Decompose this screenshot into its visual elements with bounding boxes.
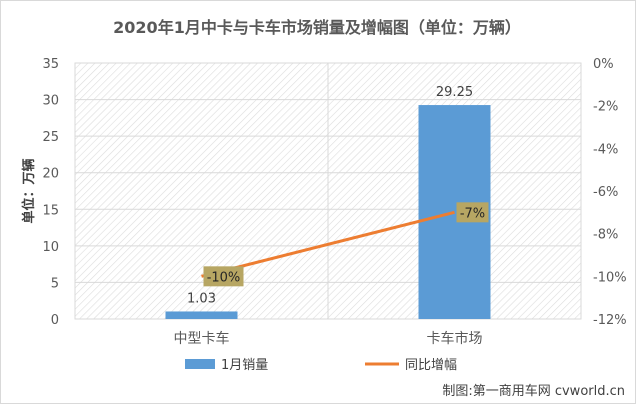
y2-tick-label: -10% bbox=[593, 270, 627, 285]
y-tick-label: 0 bbox=[51, 313, 59, 328]
legend-line-label: 同比增幅 bbox=[405, 358, 457, 373]
gridlines bbox=[75, 62, 581, 320]
y-tick-label: 10 bbox=[42, 240, 59, 255]
y-tick-label: 25 bbox=[42, 130, 59, 145]
y-tick-label: 20 bbox=[42, 167, 59, 182]
y-axis-left: 0 5 10 15 20 25 30 35 bbox=[42, 57, 59, 328]
x-category-label: 卡车市场 bbox=[427, 330, 483, 347]
growth-label-box bbox=[203, 266, 244, 287]
bar bbox=[165, 311, 238, 319]
footer-credit: 制图:第一商用车网 cvworld.cn bbox=[442, 383, 625, 399]
bar-value-label: 29.25 bbox=[436, 85, 473, 100]
legend: 1月销量 同比增幅 bbox=[185, 358, 457, 373]
y2-tick-label: 0% bbox=[593, 57, 614, 72]
bar-value-label: 1.03 bbox=[187, 291, 216, 306]
x-category-label: 中型卡车 bbox=[174, 330, 230, 347]
y2-tick-label: -4% bbox=[593, 142, 618, 157]
chart-title: 2020年1月中卡与卡车市场销量及增幅图（单位：万辆） bbox=[113, 18, 521, 37]
x-axis: 中型卡车 卡车市场 bbox=[174, 330, 483, 347]
y-axis-right: 0% -2% -4% -6% -8% -10% -12% bbox=[593, 57, 627, 328]
y-tick-label: 35 bbox=[42, 57, 59, 72]
y-axis-label: 单位：万辆 bbox=[21, 158, 37, 223]
y2-tick-label: -12% bbox=[593, 313, 627, 328]
y-tick-label: 15 bbox=[42, 203, 59, 218]
y-tick-label: 5 bbox=[51, 276, 59, 291]
y2-tick-label: -2% bbox=[593, 100, 618, 115]
y-tick-label: 30 bbox=[42, 94, 59, 109]
line-series: -10% -7% bbox=[201, 202, 489, 287]
growth-value-label: -7% bbox=[460, 206, 485, 221]
y2-tick-label: -8% bbox=[593, 228, 618, 243]
growth-value-label: -10% bbox=[207, 270, 241, 285]
legend-bar-label: 1月销量 bbox=[221, 358, 268, 373]
growth-line bbox=[201, 210, 455, 278]
growth-label-box bbox=[456, 202, 489, 223]
y2-tick-label: -6% bbox=[593, 185, 618, 200]
legend-bar-swatch bbox=[185, 359, 215, 369]
